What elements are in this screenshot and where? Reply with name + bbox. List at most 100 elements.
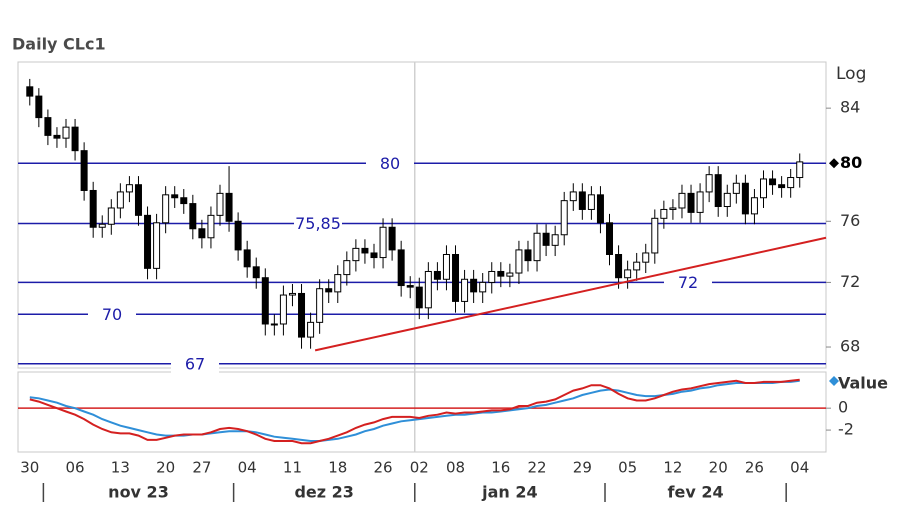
candle-body [651,217,659,254]
level-label-bg [366,153,414,174]
candle-body [288,292,296,296]
candle-body [678,192,686,209]
candle-body [26,86,34,97]
candle-body [660,208,668,219]
x-tick-label: 16 [491,459,510,477]
candle-body [750,197,758,215]
scale-label: Log [836,64,866,84]
candle-body [116,191,124,209]
x-tick-label: 05 [618,459,637,477]
candle-body [796,161,804,179]
candle-body [379,226,387,259]
candle-body [162,194,170,224]
month-label: jan 24 [481,483,538,502]
candle-body [442,253,450,280]
x-tick-label: 26 [745,459,764,477]
x-tick-label: 02 [410,459,429,477]
candle-body [587,194,595,210]
candle-body [270,323,278,326]
candle-body [388,226,396,251]
candle-body [261,277,269,325]
month-label: fev 24 [668,483,724,502]
candle-body [506,272,514,277]
candle-body [524,249,532,262]
candle-body [433,270,441,280]
candle-body [370,252,378,259]
candle-body [759,178,767,199]
candle-body [714,174,722,208]
candle-body [307,321,315,338]
candle-body [243,249,251,268]
candle-body [542,232,550,246]
candle-body [153,222,161,269]
candle-body [461,278,469,302]
candle-body [732,182,740,194]
x-tick-label: 06 [66,459,85,477]
candle-body [778,184,786,189]
candle-body [62,126,70,139]
price-marker: 80 [840,153,862,172]
candle-body [787,177,795,189]
level-label: 80 [380,154,400,173]
candle-body [488,270,496,283]
candle-body [98,223,106,228]
x-tick-label: 04 [238,459,257,477]
candle-body [424,270,432,309]
month-label: dez 23 [294,483,353,502]
candle-body [316,288,324,323]
x-tick-label: 20 [156,459,175,477]
candle-body [44,117,52,136]
x-tick-label: 08 [446,459,465,477]
candle-body [53,134,61,139]
candle-body [171,194,179,199]
x-tick-label: 30 [20,459,39,477]
indicator-panel [17,371,827,453]
candle-body [741,182,749,215]
candle-body [470,278,478,293]
legend-icon [829,376,839,386]
candle-body [361,247,369,254]
price-panel [17,61,827,369]
candle-body [406,285,414,288]
candle-body [723,192,731,208]
candle-body [134,184,142,216]
candle-body [216,192,224,216]
x-tick-label: 11 [283,459,302,477]
candle-body [125,184,133,193]
chart-title: Daily CLc1 [12,35,106,54]
candle-body [35,95,43,119]
indicator-line [29,378,800,445]
candle-body [334,274,342,293]
x-tick-label: 29 [573,459,592,477]
level-label-bg [88,304,136,325]
candle-body [769,178,777,186]
x-tick-label: 27 [192,459,211,477]
candle-body [71,126,79,152]
candle-body [144,214,152,269]
candle-body [551,234,559,246]
candle-body [596,194,604,224]
candle-body [415,286,423,309]
level-label: 75,85 [295,214,341,233]
candle-body [569,191,577,202]
candle-body [624,269,632,279]
candle-body [497,270,505,277]
x-tick-label: 26 [374,459,393,477]
candle-body [352,247,360,262]
candle-body [642,252,650,263]
legend-label: Value [838,374,888,393]
candle-body [234,220,242,251]
candle-body [225,192,233,222]
candle-body [279,294,287,325]
level-label: 72 [678,273,698,292]
candle-body [606,222,614,255]
candle-body [696,191,704,213]
candle-body [343,260,351,276]
candle-body [325,288,333,293]
level-label: 70 [102,305,122,324]
candle-body [633,261,641,271]
candle-body [615,253,623,279]
candle-body [252,266,260,279]
candle-body [180,197,188,205]
candle-body [687,192,695,213]
